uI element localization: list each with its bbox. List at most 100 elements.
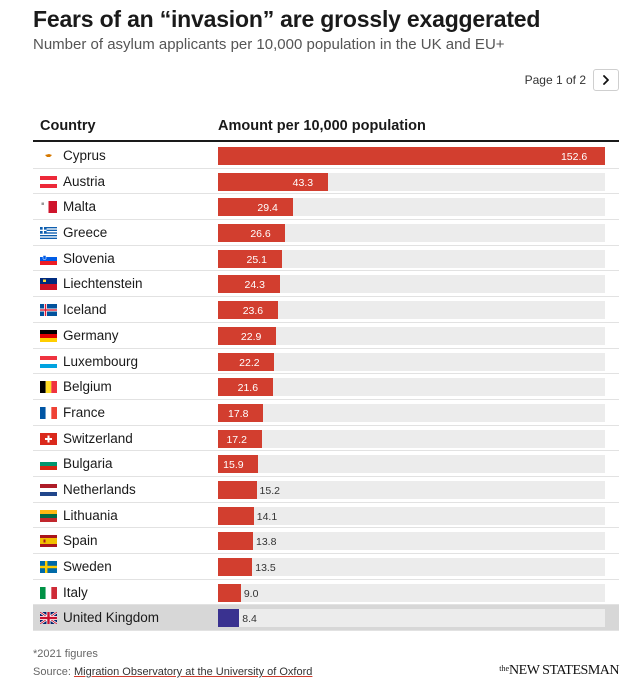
flag-gb-icon (40, 612, 57, 625)
bar-track: 23.6 (218, 301, 605, 320)
bar-track: 22.2 (218, 352, 605, 371)
table-row: Netherlands 15.2 (33, 477, 619, 503)
data-label: 21.6 (237, 382, 259, 395)
table-row: Malta 29.4 (33, 194, 619, 221)
country-name: Iceland (63, 302, 107, 318)
flag-es-icon (40, 535, 57, 548)
bar (218, 609, 240, 628)
source-link[interactable]: Migration Observatory at the University … (73, 666, 313, 678)
bar (218, 275, 280, 294)
table-row: Slovenia 25.1 (33, 246, 619, 272)
data-label: 22.9 (240, 330, 262, 343)
table-header: Country Amount per 10,000 population (33, 113, 619, 142)
country-name: Spain (63, 533, 98, 549)
country-name: Malta (63, 199, 97, 215)
country-name: Sweden (63, 559, 112, 574)
table-row: Bulgaria 15.9 (33, 451, 619, 477)
next-page-button[interactable] (593, 69, 619, 91)
bar (218, 558, 253, 576)
data-label: 152.6 (560, 151, 588, 163)
flag-be-icon (40, 381, 57, 394)
source-prefix: Source: (33, 666, 74, 678)
logo-prefix: the (499, 664, 510, 673)
country-name: Liechtenstein (63, 276, 143, 292)
flag-si-icon (40, 252, 57, 265)
flag-de-icon (40, 329, 57, 342)
flag-fr-icon (40, 406, 57, 419)
country-name: Germany (63, 327, 119, 343)
column-header-country: Country (40, 118, 96, 134)
bar (218, 429, 262, 448)
country-name: Slovenia (63, 250, 115, 266)
bar-track: 14.1 (218, 506, 605, 525)
chart-title: Fears of an “invasion” are grossly exagg… (33, 6, 541, 32)
flag-nl-icon (40, 483, 57, 496)
table-row: France 17.8 (33, 400, 619, 426)
country-name: Greece (63, 225, 108, 241)
bar (218, 403, 264, 422)
data-label: 14.1 (256, 510, 278, 523)
data-label: 24.3 (244, 279, 265, 292)
bar (218, 455, 259, 474)
country-name: Lithuania (63, 507, 118, 523)
bar (218, 532, 253, 551)
pagination: Page 1 of 2 (525, 69, 619, 91)
data-label: 26.6 (250, 228, 271, 241)
flag-lu-icon (40, 355, 57, 368)
data-label: 15.9 (223, 459, 244, 472)
footnote: *2021 figures (33, 648, 98, 660)
bar (218, 172, 328, 191)
column-header-amount: Amount per 10,000 population (218, 118, 426, 134)
data-label: 23.6 (242, 305, 264, 318)
bar-track: 21.6 (218, 378, 605, 397)
table-row: Iceland 23.6 (33, 297, 619, 323)
bar (218, 224, 286, 243)
bar-track: 15.9 (218, 455, 605, 474)
bar-track: 13.5 (218, 558, 605, 576)
country-name: Austria (63, 173, 106, 189)
bar-track: 17.8 (218, 403, 605, 422)
source-line: Source: Migration Observatory at the Uni… (33, 666, 312, 678)
flag-ch-icon (40, 432, 57, 445)
table-row: Belgium 21.6 (33, 374, 619, 400)
country-name: Switzerland (63, 430, 133, 446)
page-indicator: Page 1 of 2 (524, 73, 586, 87)
data-label: 15.2 (259, 484, 280, 497)
data-label: 43.3 (292, 176, 314, 189)
flag-cy-icon (40, 150, 57, 162)
bar-track: 25.1 (218, 249, 605, 268)
flag-at-icon (40, 175, 57, 188)
flag-it-icon (40, 586, 57, 599)
bar-rows: Cyprus 152.6 Austria 43.3 Malta 29.4 Greece 26.… (33, 143, 619, 632)
table-row: United Kingdom 8.4 (33, 605, 619, 632)
country-name: Netherlands (63, 481, 136, 497)
table-row: Cyprus 152.6 (33, 143, 619, 169)
table-row: Italy 9.0 (33, 580, 619, 606)
bar (218, 480, 257, 499)
logo-wordmark: NEW STATESMAN (509, 663, 619, 678)
chart-subtitle: Number of asylum applicants per 10,000 p… (33, 36, 505, 53)
country-name: Belgium (63, 379, 112, 395)
bar-track: 24.3 (218, 275, 605, 294)
bar (218, 378, 273, 397)
table-row: Spain 13.8 (33, 528, 619, 554)
country-name: Italy (63, 584, 88, 600)
table-row: Austria 43.3 (33, 169, 619, 195)
chevron-right-icon (603, 75, 609, 85)
flag-bg-icon (40, 458, 57, 471)
table-row: Switzerland 17.2 (33, 426, 619, 452)
table-row: Sweden 13.5 (33, 554, 619, 580)
country-name: Bulgaria (63, 456, 113, 472)
data-label: 17.2 (226, 433, 247, 446)
country-name: Cyprus (63, 148, 106, 163)
bar-track: 8.4 (218, 609, 605, 628)
country-name: France (63, 404, 106, 420)
bar-track: 15.2 (218, 480, 605, 499)
bar-track: 43.3 (218, 172, 605, 191)
data-label: 8.4 (242, 613, 257, 626)
country-name: Luxembourg (63, 353, 139, 369)
country-name: United Kingdom (63, 610, 160, 626)
flag-mt-icon (40, 201, 57, 214)
data-label: 9.0 (243, 587, 259, 600)
bar-track: 26.6 (218, 224, 605, 243)
